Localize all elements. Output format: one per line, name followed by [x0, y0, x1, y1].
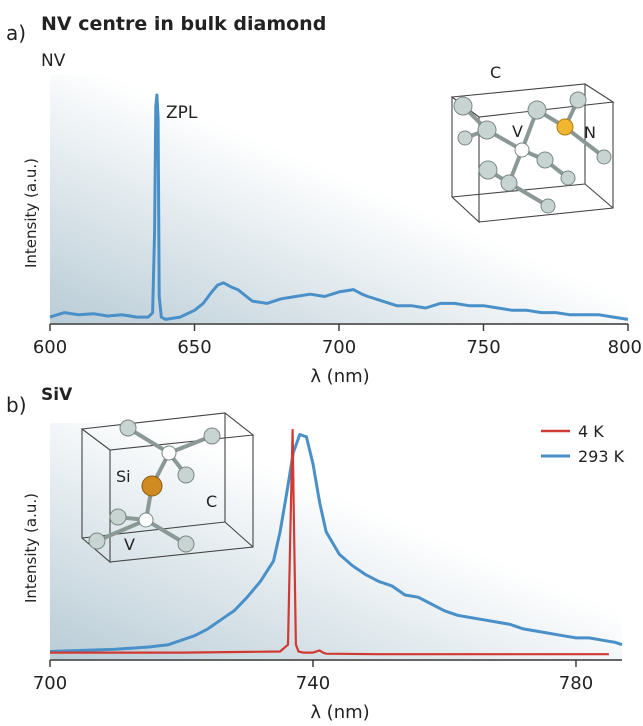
inset-a-atom-carbon [596, 149, 612, 165]
panel-a-series-nv-spectrum [49, 93, 629, 321]
inset-b-atom-vacancy [138, 512, 154, 528]
inset-a-atom-carbon [527, 100, 547, 120]
inset-a-atom-carbon [569, 91, 587, 109]
panel-b: b) SiV Intensity (a.u.) 700 740 780 λ (nm)… [6, 385, 625, 723]
inset-b-label-c: C [206, 492, 217, 511]
legend-label-293k: 293 K [578, 447, 625, 466]
panel-a-x-ticks: 600 650 700 750 800 [33, 324, 642, 358]
inset-a-atom-carbon [457, 130, 473, 146]
panel-b-series-293k [49, 433, 623, 653]
x-tick-label: 800 [608, 337, 642, 358]
x-tick-label: 700 [33, 673, 67, 694]
panel-a-title: NV centre in bulk diamond [41, 13, 326, 35]
panel-b-legend: 4 K 293 K [541, 422, 625, 466]
x-tick-label: 650 [177, 337, 211, 358]
panel-b-x-axis-label: λ (nm) [310, 702, 369, 723]
inset-a-atom-carbon [500, 174, 518, 192]
inset-b-atom-carbon [177, 535, 195, 553]
panel-a-x-axis-label: λ (nm) [310, 366, 369, 387]
x-tick-label: 600 [33, 337, 67, 358]
panel-a-y-axis-label: Intensity (a.u.) [22, 158, 40, 268]
inset-b-atom-silicon [141, 475, 163, 497]
x-tick-label: 740 [296, 673, 330, 694]
inset-a-label-n: N [584, 123, 596, 142]
inset-a-atom-carbon [478, 160, 498, 180]
panel-b-title: SiV [41, 385, 73, 405]
inset-a-atom-carbon [536, 151, 554, 169]
inset-b-label-v: V [124, 535, 135, 554]
inset-b-label-si: Si [116, 467, 131, 486]
panel-a-letter: a) [6, 21, 26, 45]
panel-b-plot-bg [50, 423, 622, 659]
inset-b-atom-carbon [88, 532, 106, 550]
panel-b-letter: b) [6, 393, 27, 417]
x-tick-label: 780 [559, 673, 593, 694]
inset-b-atom-carbon [109, 508, 127, 526]
panel-a-subtitle: NV [41, 51, 66, 71]
inset-b-atom-vacancy [161, 445, 177, 461]
inset-a-atom-nitrogen [556, 118, 574, 136]
panel-b-inset-lattice: Si C V [80, 412, 255, 564]
x-tick-label: 750 [466, 337, 500, 358]
inset-b-atom-carbon [203, 427, 221, 445]
panel-a-annotation-zpl: ZPL [166, 103, 198, 123]
inset-a-label-c: C [490, 63, 501, 82]
x-tick-label: 700 [322, 337, 356, 358]
inset-a-atom-carbon [453, 96, 473, 116]
inset-a-label-v: V [512, 122, 523, 141]
panel-a: a) NV centre in bulk diamond NV Intensit… [6, 13, 642, 387]
inset-b-atom-carbon [119, 419, 137, 437]
legend-label-4k: 4 K [578, 422, 604, 441]
panel-a-inset-lattice: C V N [450, 63, 615, 224]
panel-b-y-axis-label: Intensity (a.u.) [22, 493, 40, 603]
inset-b-atom-carbon [177, 466, 195, 484]
inset-a-atom-carbon [477, 120, 497, 140]
inset-a-atom-carbon [540, 198, 556, 214]
inset-a-atom-carbon [560, 170, 576, 186]
panel-b-series-4k [50, 428, 609, 656]
inset-a-atom-vacancy [514, 142, 530, 158]
panel-b-x-ticks: 700 740 780 [33, 660, 593, 694]
